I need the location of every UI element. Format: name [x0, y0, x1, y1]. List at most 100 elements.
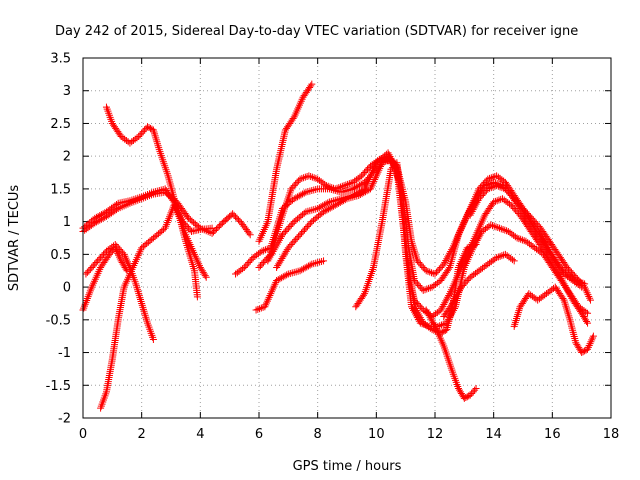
data-point — [232, 213, 240, 221]
data-point — [471, 386, 479, 394]
data-point — [418, 304, 426, 312]
data-point — [293, 178, 301, 186]
data-point — [230, 211, 238, 219]
data-point — [522, 237, 530, 245]
data-point — [538, 249, 546, 257]
data-point — [131, 135, 139, 143]
data-marks — [79, 80, 597, 412]
data-point — [414, 310, 422, 318]
data-point — [302, 224, 310, 232]
data-point — [242, 262, 250, 270]
data-point — [465, 275, 473, 283]
data-point — [201, 272, 209, 280]
data-point — [253, 251, 261, 259]
data-point — [542, 290, 550, 298]
data-point — [560, 270, 568, 278]
x-tick-label: 16 — [544, 427, 561, 442]
data-point — [468, 389, 476, 397]
data-point — [215, 222, 223, 230]
data-point — [491, 255, 499, 263]
data-point — [506, 190, 514, 198]
data-point — [520, 237, 528, 245]
data-point — [95, 255, 103, 263]
data-point — [486, 259, 494, 267]
data-point — [541, 291, 549, 299]
data-point — [128, 138, 136, 146]
y-tick-label: -1.5 — [46, 379, 71, 394]
data-point — [352, 176, 360, 184]
data-point — [296, 231, 304, 239]
data-point — [501, 185, 509, 193]
data-point — [535, 295, 543, 303]
data-point — [364, 165, 372, 173]
data-point — [536, 248, 544, 256]
data-point — [432, 268, 440, 276]
data-point — [214, 224, 222, 232]
data-point — [92, 259, 100, 267]
data-point — [240, 263, 248, 271]
data-point — [507, 254, 515, 262]
data-point — [442, 257, 450, 265]
data-point — [287, 241, 295, 249]
data-point — [185, 224, 193, 232]
data-point — [565, 274, 573, 282]
data-point — [98, 252, 106, 260]
data-point — [529, 216, 537, 224]
data-point — [292, 236, 300, 244]
data-point — [425, 311, 433, 319]
data-point — [452, 294, 460, 302]
data-point — [421, 320, 429, 328]
data-point — [133, 134, 141, 142]
series-s13 — [352, 159, 480, 337]
data-point — [479, 264, 487, 272]
data-point — [497, 195, 505, 203]
data-point — [493, 197, 501, 205]
data-point — [529, 243, 537, 251]
data-point — [467, 243, 475, 251]
data-point — [260, 246, 268, 254]
data-point — [443, 255, 451, 263]
data-point — [419, 263, 427, 271]
data-point — [413, 299, 421, 307]
data-point — [468, 272, 476, 280]
data-point — [576, 304, 584, 312]
data-point — [416, 283, 424, 291]
data-point — [82, 270, 90, 278]
data-point — [475, 267, 483, 275]
data-point — [257, 304, 265, 312]
data-point — [496, 224, 504, 232]
data-point — [359, 170, 367, 178]
data-point — [349, 178, 357, 186]
data-point — [422, 306, 430, 314]
data-point — [422, 267, 430, 275]
series-s11 — [252, 257, 328, 314]
data-point — [85, 267, 93, 275]
data-point — [534, 221, 542, 229]
data-point — [493, 254, 501, 262]
data-point — [425, 284, 433, 292]
data-point — [466, 273, 474, 281]
data-point — [438, 304, 446, 312]
series-s4 — [82, 241, 157, 343]
data-point — [539, 292, 547, 300]
data-point — [306, 261, 314, 269]
data-point — [278, 231, 286, 239]
data-point — [463, 277, 471, 285]
data-point — [512, 196, 520, 204]
data-point — [275, 260, 283, 268]
x-tick-label: 10 — [368, 427, 385, 442]
data-point — [243, 260, 251, 268]
data-point — [298, 229, 306, 237]
data-point — [566, 267, 574, 275]
data-point — [518, 236, 526, 244]
data-point — [494, 182, 502, 190]
data-point — [384, 149, 392, 157]
data-point — [94, 257, 102, 265]
data-point — [298, 174, 306, 182]
data-point — [508, 256, 516, 264]
data-point — [575, 277, 583, 285]
data-point — [100, 250, 108, 258]
data-point — [430, 282, 438, 290]
data-point — [382, 157, 390, 165]
data-point — [282, 247, 290, 255]
